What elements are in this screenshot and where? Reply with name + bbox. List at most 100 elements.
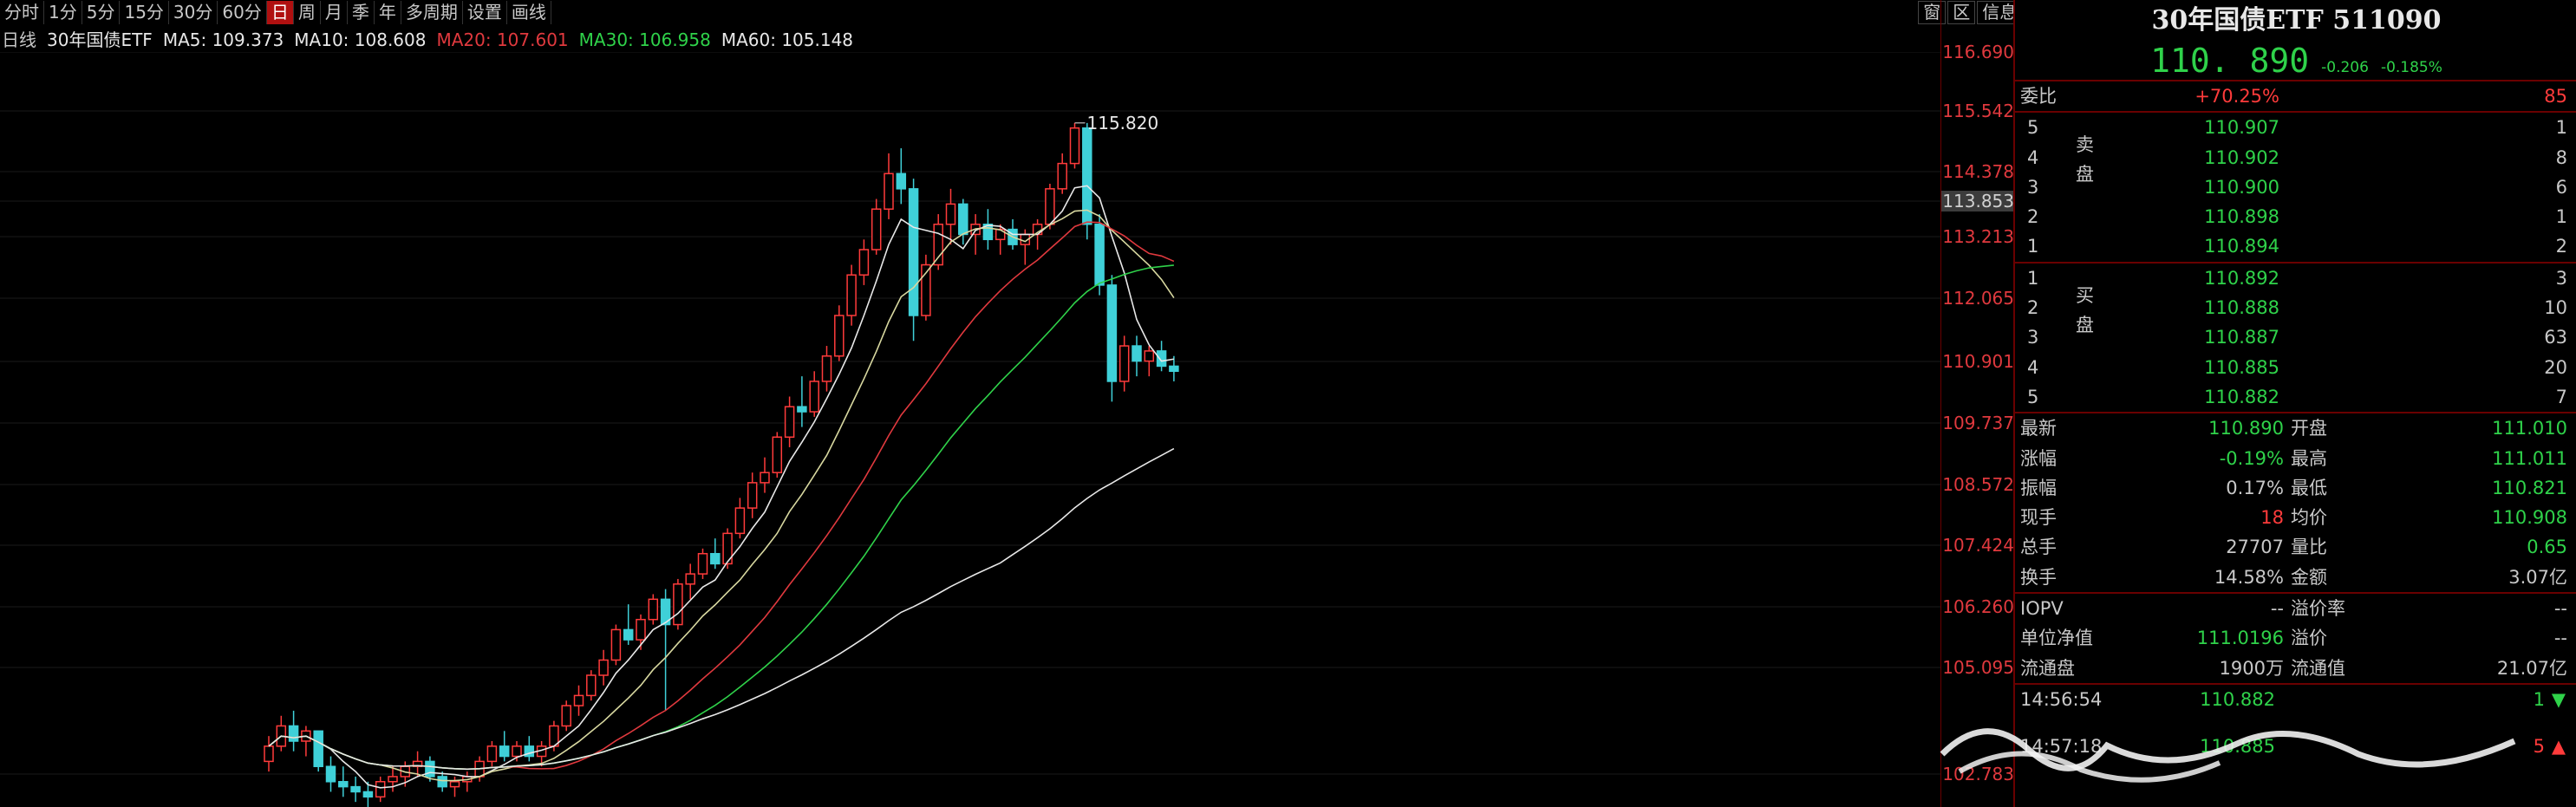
info-row: 涨幅 -0.19% 最高 111.011 bbox=[2020, 447, 2567, 469]
axis-tick-1: 115.542 bbox=[1942, 101, 2014, 121]
price-change: -0.206 bbox=[2321, 59, 2369, 76]
candle bbox=[797, 376, 807, 427]
candle bbox=[313, 730, 323, 772]
candle bbox=[772, 432, 783, 478]
axis-tick-6: 110.901 bbox=[1942, 351, 2014, 372]
bid-row: 4 110.885 20 bbox=[2027, 356, 2567, 378]
candle bbox=[375, 776, 386, 803]
ma-legend-bar: 日线 30年国债ETF MA5: 109.373 MA10: 108.608 MA2… bbox=[0, 28, 853, 52]
axis-tick-8: 108.572 bbox=[1942, 474, 2014, 495]
candle bbox=[610, 624, 622, 666]
candle bbox=[561, 700, 571, 732]
trade-row: 14:56:54 110.882 1 ▼ bbox=[2015, 685, 2576, 714]
candle bbox=[1169, 355, 1179, 381]
bid-row: 3 110.887 63 bbox=[2027, 327, 2567, 348]
period-button-6[interactable]: 日 bbox=[266, 1, 294, 24]
period-button-3[interactable]: 15分 bbox=[120, 1, 169, 24]
info-row: IOPV -- 溢价率 -- bbox=[2020, 598, 2567, 620]
candle bbox=[462, 771, 473, 792]
candle bbox=[350, 776, 361, 803]
candle bbox=[573, 685, 584, 716]
last-price: 110. 890 bbox=[2150, 42, 2310, 80]
period-button-13[interactable]: 画线 bbox=[507, 1, 551, 24]
ask-book: 5 110.907 1 4 110.902 8 3 110.900 6 2 110.898 1 1 110… bbox=[2015, 113, 2576, 261]
candle bbox=[325, 756, 336, 792]
candle bbox=[1144, 346, 1155, 377]
quote-panel: 30年国债ETF 511090 110. 890 -0.206 -0.185% … bbox=[2013, 0, 2576, 807]
candle bbox=[449, 776, 460, 797]
axis-tick-11: 105.095 bbox=[1942, 657, 2014, 678]
ma5-line bbox=[268, 185, 1175, 789]
info-row: 换手 14.58% 金额 3.07亿 bbox=[2020, 566, 2567, 588]
period-button-7[interactable]: 周 bbox=[294, 1, 321, 24]
top-button-0[interactable]: 窗 bbox=[1918, 1, 1947, 24]
candle bbox=[524, 736, 535, 762]
down-arrow-icon: ▼ bbox=[2551, 688, 2566, 710]
candlestick-chart[interactable]: 115.820 bbox=[0, 52, 1940, 807]
period-label: 日线 bbox=[2, 29, 36, 50]
period-button-0[interactable]: 分时 bbox=[0, 1, 44, 24]
candle bbox=[660, 589, 671, 711]
top-button-1[interactable]: 区 bbox=[1947, 1, 1976, 24]
ask-row: 2 110.898 1 bbox=[2027, 206, 2567, 228]
axis-tick-0: 116.690 bbox=[1942, 42, 2014, 62]
price-line: 110. 890 -0.206 -0.185% bbox=[2015, 42, 2576, 80]
candle bbox=[982, 209, 994, 250]
axis-tick-3: 113.853 bbox=[1941, 191, 2014, 212]
info-row: 总手 27707 量比 0.65 bbox=[2020, 537, 2567, 558]
candle bbox=[834, 305, 845, 361]
candle bbox=[623, 604, 634, 645]
ma20-line bbox=[268, 221, 1175, 771]
ma-item-4: MA60: 105.148 bbox=[721, 29, 854, 50]
candle bbox=[1118, 335, 1130, 392]
period-button-9[interactable]: 季 bbox=[348, 1, 375, 24]
ma10-line bbox=[268, 209, 1175, 782]
candle bbox=[697, 548, 708, 579]
candle bbox=[821, 346, 832, 392]
period-button-11[interactable]: 多周期 bbox=[401, 1, 463, 24]
candle bbox=[784, 396, 795, 447]
candle bbox=[908, 179, 919, 342]
candle bbox=[747, 472, 758, 518]
ma30-line bbox=[268, 264, 1174, 771]
candle bbox=[425, 756, 435, 782]
candle bbox=[499, 731, 510, 762]
info-row: 最新 110.890 开盘 111.010 bbox=[2020, 418, 2567, 439]
period-button-8[interactable]: 月 bbox=[321, 1, 348, 24]
candle bbox=[437, 771, 447, 792]
candle bbox=[362, 781, 374, 807]
security-name: 30年国债ETF bbox=[47, 29, 153, 50]
candle bbox=[846, 264, 857, 326]
candle bbox=[648, 594, 659, 625]
axis-tick-2: 114.378 bbox=[1942, 161, 2014, 182]
info-row: 单位净值 111.0196 溢价 -- bbox=[2020, 628, 2567, 649]
candle bbox=[1057, 153, 1067, 194]
candle bbox=[1156, 341, 1167, 372]
trade-ticks: 14:56:54 110.882 1 ▼ 14:57:18 110.885 5 ▲ bbox=[2015, 685, 2576, 762]
candle bbox=[288, 710, 299, 752]
candle bbox=[933, 214, 943, 270]
period-button-2[interactable]: 5分 bbox=[82, 1, 121, 24]
ask-row: 5 110.907 1 bbox=[2027, 117, 2567, 139]
candle bbox=[685, 563, 695, 600]
axis-tick-7: 109.737 bbox=[1942, 413, 2014, 433]
period-button-1[interactable]: 1分 bbox=[44, 1, 82, 24]
candle bbox=[412, 751, 423, 777]
candle bbox=[760, 457, 770, 493]
candle bbox=[338, 766, 349, 797]
period-button-5[interactable]: 60分 bbox=[218, 1, 267, 24]
candle bbox=[710, 538, 721, 569]
candle bbox=[1045, 183, 1055, 230]
period-button-4[interactable]: 30分 bbox=[169, 1, 218, 24]
quote-info: 最新 110.890 开盘 111.010 涨幅 -0.19% 最高 111.011 振幅 0.1… bbox=[2015, 413, 2576, 592]
fund-info: IOPV -- 溢价率 -- 单位净值 111.0196 溢价 -- 流通盘 1900万 流通值 21… bbox=[2015, 594, 2576, 683]
top-button-2[interactable]: 信息 bbox=[1977, 1, 2023, 24]
bid-book: 1 110.892 3 2 110.888 10 3 110.887 63 4 110.885 20 5… bbox=[2015, 264, 2576, 412]
period-button-10[interactable]: 年 bbox=[375, 1, 401, 24]
candle bbox=[1131, 335, 1142, 377]
period-button-12[interactable]: 设置 bbox=[463, 1, 507, 24]
candle bbox=[921, 254, 931, 321]
bid-row: 5 110.882 7 bbox=[2027, 386, 2567, 407]
security-title: 30年国债ETF 511090 bbox=[2151, 5, 2442, 36]
ask-row: 3 110.900 6 bbox=[2027, 176, 2567, 198]
